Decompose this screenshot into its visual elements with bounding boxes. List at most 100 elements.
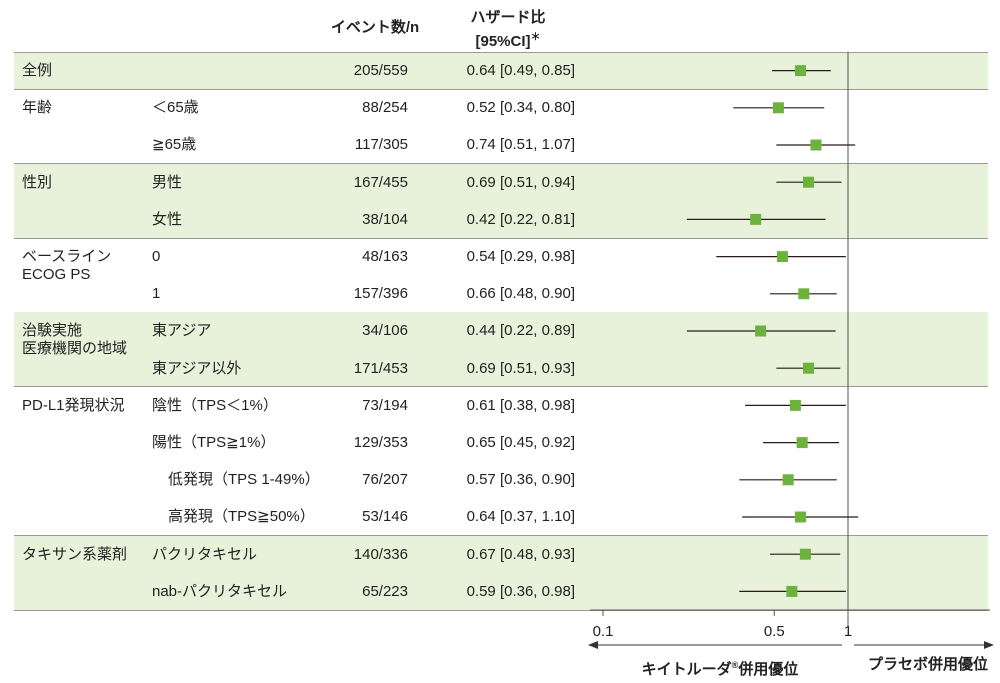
hazard-ratio-value: 0.42 [0.22, 0.81]	[466, 210, 575, 228]
subgroup-label: 陽性（TPS≧1%）	[152, 434, 276, 451]
hr-marker	[799, 548, 811, 560]
left-direction-label-suffix: 併用優位	[738, 661, 799, 678]
events-value: 157/396	[353, 285, 408, 303]
right-direction-label: プラセボ併用優位	[867, 656, 988, 673]
hazard-ratio-value: 0.65 [0.45, 0.92]	[466, 434, 575, 451]
events-value: 34/106	[362, 322, 408, 340]
group-label-line: PD-L1発現状況	[22, 396, 125, 414]
hr-marker	[796, 437, 808, 449]
hazard-ratio-value: 0.57 [0.36, 0.90]	[466, 471, 575, 489]
hazard-ratio-value: 0.61 [0.38, 0.98]	[466, 396, 575, 414]
group-label-line: タキサン系薬剤	[22, 545, 128, 563]
left-direction-label: キイトルーダ®併用優位	[620, 656, 820, 679]
hr-marker	[750, 213, 762, 225]
hazard-ratio-value: 0.74 [0.51, 1.07]	[466, 136, 575, 154]
group-label: 全例	[22, 62, 52, 80]
events-value: 76/207	[362, 471, 408, 489]
group-label: PD-L1発現状況	[22, 397, 125, 415]
left-direction-label-text: キイトルーダ	[641, 661, 732, 678]
left-direction-arrowhead	[588, 641, 598, 649]
group-separator	[14, 88, 988, 90]
group-label: タキサン系薬剤	[22, 546, 127, 564]
hazard-ratio-value: 0.69 [0.51, 0.93]	[466, 359, 575, 377]
group-label: ベースライン ECOG PS	[22, 248, 111, 284]
group-band-2	[14, 163, 988, 238]
hr-marker	[798, 288, 810, 300]
hazard-ratio-value: 0.69 [0.51, 0.94]	[466, 173, 575, 191]
subgroup-label: 女性	[152, 210, 183, 228]
group-band-4	[14, 312, 988, 387]
subgroup-label: ＜65歳	[152, 99, 199, 117]
subgroup-label: 低発現（TPS 1-49%）	[168, 471, 320, 489]
group-label-line: 全例	[22, 62, 53, 79]
hr-marker	[803, 362, 815, 374]
hazard-ratio-value: 0.44 [0.22, 0.89]	[466, 322, 575, 340]
hr-marker	[789, 399, 801, 411]
hazard-ratio-value: 0.54 [0.29, 0.98]	[466, 248, 575, 265]
hazard-ratio-header-line2: [95%CI]＊	[448, 28, 568, 52]
hazard-ratio-column-header: ハザード比 [95%CI]＊	[448, 8, 568, 52]
hazard-ratio-value: 0.66 [0.48, 0.90]	[466, 285, 575, 303]
subgroup-label: 高発現（TPS≧50%）	[168, 508, 315, 526]
subgroup-label: パクリタキセル	[152, 545, 258, 563]
hr-marker	[786, 585, 798, 597]
group-label: 治験実施 医療機関の地域	[22, 322, 127, 358]
hr-marker	[795, 511, 807, 523]
group-label-line: 年齢	[22, 99, 53, 117]
subgroup-label: 陰性（TPS＜1%）	[152, 396, 278, 414]
left-direction-registered-mark: ®	[731, 660, 739, 670]
group-separator	[14, 237, 988, 239]
group-label-line: 医療機関の地域	[22, 340, 128, 358]
events-value: 65/223	[362, 582, 408, 600]
hazard-ratio-value: 0.64 [0.37, 1.10]	[466, 508, 575, 526]
subgroup-label: 1	[152, 285, 161, 303]
x-axis-tick-label: 1	[844, 623, 852, 640]
subgroup-label: 東アジア	[152, 322, 212, 340]
group-label-line: 性別	[22, 173, 53, 191]
group-label-line: ベースライン	[22, 248, 112, 265]
hazard-ratio-header-footnote-mark: ＊	[530, 32, 541, 43]
group-band-6	[14, 535, 988, 610]
hr-marker	[810, 139, 822, 151]
x-axis-tick-label: 0.5	[764, 623, 785, 640]
events-value: 53/146	[362, 508, 408, 526]
hazard-ratio-value: 0.64 [0.49, 0.85]	[466, 62, 575, 79]
subgroup-label: 0	[152, 248, 161, 265]
hazard-ratio-header-ci: [95%CI]	[475, 33, 531, 50]
events-value: 117/305	[354, 136, 408, 154]
events-column-header: イベント数/n	[330, 19, 420, 36]
hr-marker	[782, 474, 794, 486]
hr-marker	[803, 176, 815, 188]
events-value: 48/163	[362, 248, 408, 265]
group-label-line: 治験実施	[22, 322, 83, 340]
hazard-ratio-value: 0.59 [0.36, 0.98]	[466, 582, 575, 600]
events-value: 171/453	[353, 359, 408, 377]
hr-marker	[776, 251, 788, 263]
events-value: 88/254	[362, 99, 408, 117]
table-top-rule	[14, 51, 988, 53]
right-direction-arrowhead	[984, 641, 994, 649]
hazard-ratio-header-line1: ハザード比	[470, 9, 546, 26]
hr-marker	[772, 102, 784, 114]
x-axis-tick-label: 0.1	[593, 623, 614, 640]
group-label-line: ECOG PS	[22, 266, 91, 283]
group-separator	[14, 609, 988, 611]
hazard-ratio-value: 0.52 [0.34, 0.80]	[466, 99, 575, 117]
group-label: 性別	[22, 174, 52, 192]
subgroup-label: ≧65歳	[152, 136, 197, 154]
group-separator	[14, 386, 988, 388]
group-label: 年齢	[22, 99, 52, 117]
events-value: 73/194	[362, 396, 408, 414]
events-value: 140/336	[353, 545, 408, 563]
events-value: 129/353	[353, 434, 408, 451]
subgroup-label: nab-パクリタキセル	[152, 582, 288, 600]
events-value: 38/104	[362, 210, 408, 228]
events-value: 167/455	[353, 173, 408, 191]
hr-marker	[795, 65, 807, 77]
events-value: 205/559	[353, 62, 408, 79]
hr-marker	[755, 325, 767, 337]
subgroup-label: 東アジア以外	[152, 359, 242, 377]
hazard-ratio-value: 0.67 [0.48, 0.93]	[466, 545, 575, 563]
